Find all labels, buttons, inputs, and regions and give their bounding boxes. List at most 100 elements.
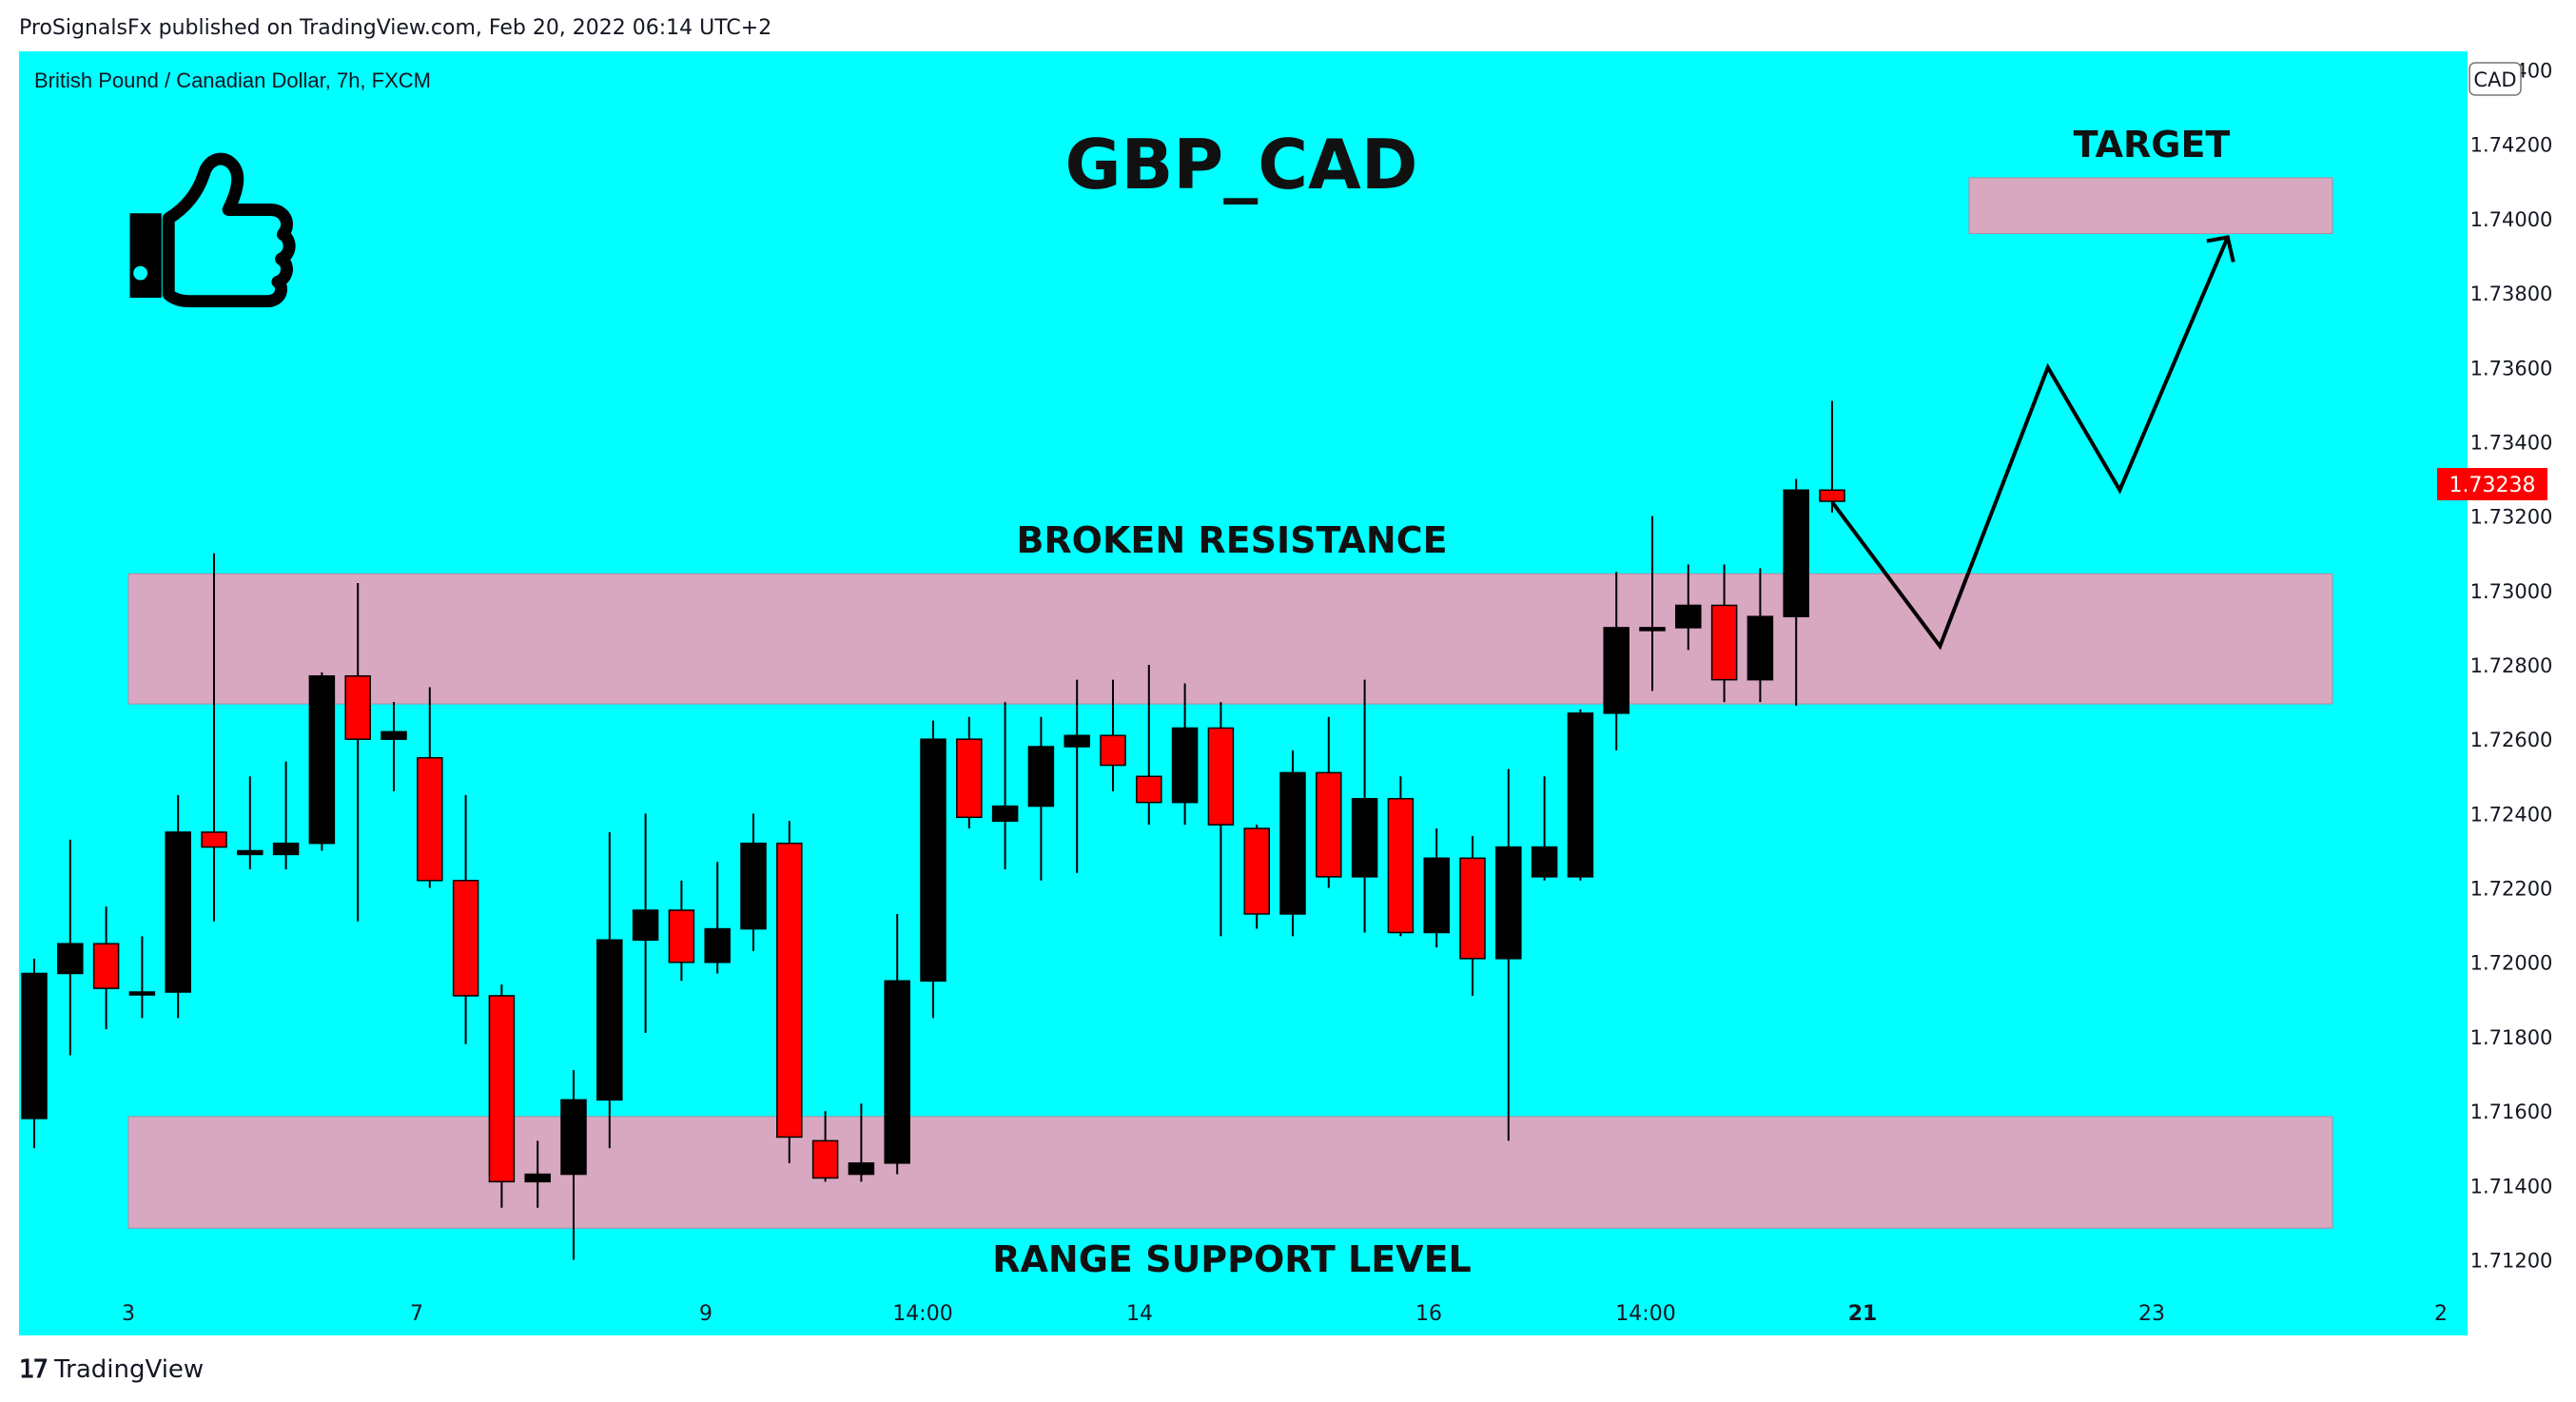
candle-body-down — [417, 756, 443, 882]
candle-body-up — [1171, 727, 1199, 804]
candle-body-down — [956, 738, 983, 819]
candles-layer — [21, 400, 1845, 1260]
x-tick-label: 7 — [410, 1302, 423, 1326]
publish-header: ProSignalsFx published on TradingView.co… — [19, 11, 771, 46]
y-tick-label: 1.71800 — [2470, 1026, 2553, 1049]
candle — [1710, 564, 1738, 703]
candle — [344, 583, 371, 922]
zone-0 — [127, 573, 2333, 705]
candle — [1279, 750, 1306, 937]
candle-body-up — [1639, 627, 1666, 632]
candle — [1423, 828, 1450, 948]
candle — [1136, 665, 1162, 826]
x-tick-label: 21 — [1848, 1302, 1878, 1326]
candle-body-up — [1783, 489, 1809, 617]
candle-body-up — [381, 730, 407, 740]
candle — [956, 716, 983, 828]
zone-label-0: BROKEN RESISTANCE — [1016, 519, 1447, 561]
candle-body-down — [92, 943, 120, 989]
candle — [1495, 769, 1522, 1141]
last-price-tag-box — [2437, 468, 2547, 500]
price-axis-background — [2468, 51, 2557, 1335]
candle-body-up — [1064, 734, 1090, 748]
candle — [991, 702, 1019, 869]
y-tick-label: 1.74000 — [2470, 208, 2553, 231]
candle-body-up — [920, 738, 946, 983]
candle — [1243, 825, 1270, 929]
x-tick-label: 14 — [1126, 1302, 1153, 1326]
candle — [272, 761, 300, 869]
zone-2 — [1968, 177, 2333, 235]
thumbs-up-icon — [129, 152, 296, 308]
candle-body-up — [632, 909, 659, 942]
candle-body-down — [1100, 734, 1126, 767]
candle-body-up — [308, 674, 336, 845]
candle — [848, 1103, 875, 1182]
chart-title: GBP_CAD — [1064, 125, 1417, 204]
candle-body-up — [884, 980, 910, 1164]
candle — [92, 906, 120, 1030]
candle-body-down — [776, 842, 803, 1139]
candle-body-down — [811, 1139, 839, 1179]
candle-body-down — [1316, 771, 1342, 878]
candle — [524, 1140, 551, 1208]
last-price-tag: 1.73238 — [2449, 474, 2536, 497]
candle — [1351, 679, 1378, 933]
candle-body-up — [272, 842, 300, 856]
candle-body-up — [596, 939, 623, 1101]
candle-body-down — [201, 831, 227, 848]
footer-logo-text: TradingView — [54, 1355, 205, 1384]
candle — [632, 813, 659, 1033]
candle — [452, 794, 479, 1044]
candle-body-up — [991, 805, 1019, 822]
y-tick-label: 1.73200 — [2470, 506, 2553, 529]
y-tick-label: 1.74200 — [2470, 134, 2553, 157]
footer-brand[interactable]: 𝟣𝟩 TradingView — [19, 1351, 204, 1389]
x-tick-label: 14:00 — [892, 1302, 952, 1326]
y-tick-label: 1.73800 — [2470, 282, 2553, 305]
y-tick-label: 1.71600 — [2470, 1100, 2553, 1123]
tradingview-logo-icon: 𝟣𝟩 — [19, 1355, 49, 1384]
zone-1 — [127, 1116, 2333, 1229]
y-tick-label: 1.72000 — [2470, 952, 2553, 975]
y-tick-label: 1.72600 — [2470, 729, 2553, 751]
x-tick-label: 2 — [2434, 1302, 2448, 1326]
y-tick-label: 1.72400 — [2470, 803, 2553, 826]
candle — [1027, 716, 1055, 881]
x-tick-label: 23 — [2138, 1302, 2165, 1326]
y-tick-label: 1.73400 — [2470, 431, 2553, 454]
candle — [704, 862, 731, 974]
candle — [1675, 564, 1702, 651]
candle-body-up — [165, 831, 191, 993]
y-tick-label: 1.71200 — [2470, 1249, 2553, 1272]
price-axis: 1.744001.742001.740001.738001.736001.734… — [2470, 60, 2553, 1273]
x-tick-label: 3 — [122, 1302, 135, 1326]
candle — [884, 913, 910, 1175]
time-axis: 3 7 9 14:00 14 16 14:00 21 23 2 — [122, 1302, 2448, 1326]
candle — [740, 813, 767, 951]
candle-body-up — [740, 842, 767, 930]
candle-body-up — [704, 927, 731, 964]
candle-body-up — [128, 991, 156, 996]
candle-body-up — [1423, 857, 1450, 934]
candle — [1819, 400, 1845, 513]
candle-body-up — [237, 849, 263, 856]
candle-body-down — [1243, 828, 1270, 915]
candle — [201, 553, 227, 922]
candle-body-up — [1279, 771, 1306, 915]
candle-body-up — [1603, 627, 1630, 714]
candle — [417, 687, 443, 888]
candle — [920, 720, 946, 1019]
candle — [596, 831, 623, 1149]
candle — [1387, 776, 1415, 937]
candle-body-up — [1567, 712, 1594, 878]
candle-body-up — [560, 1099, 587, 1176]
candle — [1100, 679, 1126, 791]
candle — [308, 672, 336, 851]
candle-body-down — [1136, 775, 1162, 804]
candle — [1603, 572, 1630, 750]
symbol-label: British Pound / Canadian Dollar, 7h, FXC… — [34, 68, 431, 92]
candle-body-up — [524, 1173, 551, 1183]
